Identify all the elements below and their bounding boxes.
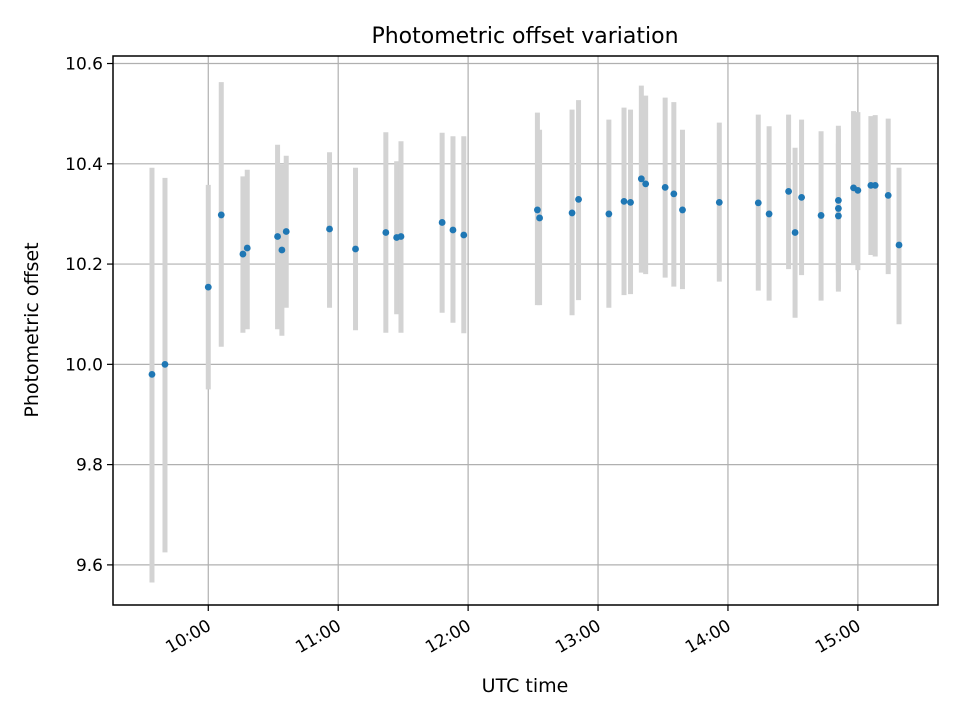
data-point	[438, 219, 446, 226]
data-point	[605, 210, 613, 218]
data-point	[661, 183, 669, 191]
x-tick-label: 14:00	[682, 616, 734, 658]
y-tick-label: 10.2	[65, 255, 103, 275]
data-point	[785, 187, 792, 195]
x-tick-label: 13:00	[552, 616, 604, 658]
data-point	[791, 229, 799, 236]
grid	[113, 56, 938, 605]
y-tick-label: 10.4	[65, 155, 103, 175]
plot-frame	[112, 55, 939, 606]
chart-title: Photometric offset variation	[371, 24, 678, 49]
x-axis-label: UTC time	[482, 675, 569, 697]
y-tick-label: 10.0	[65, 355, 103, 375]
data-point	[884, 191, 892, 199]
data-point	[895, 241, 903, 249]
data-point	[382, 229, 390, 236]
data-point	[854, 186, 862, 194]
data-point	[754, 199, 762, 207]
data-point	[817, 212, 825, 219]
data-point	[534, 206, 541, 214]
data-point	[627, 199, 634, 206]
data-point	[326, 225, 333, 233]
y-axis-label: Photometric offset	[21, 242, 43, 417]
y-tick-label: 9.8	[76, 456, 103, 476]
data-point	[449, 226, 457, 234]
data-point	[204, 283, 212, 291]
y-tick-label: 10.6	[65, 55, 103, 75]
data-point	[765, 210, 773, 218]
data-point	[834, 196, 842, 204]
data-points	[148, 175, 903, 378]
y-tick-label: 9.6	[76, 556, 103, 576]
x-tick-label: 12:00	[422, 616, 474, 658]
data-point	[536, 214, 543, 222]
data-point	[278, 246, 286, 254]
data-point	[670, 190, 678, 198]
data-point	[568, 209, 576, 217]
x-tick-label: 10:00	[162, 616, 214, 658]
data-point	[798, 193, 805, 201]
data-point	[871, 181, 879, 189]
data-point	[575, 195, 582, 203]
data-point	[243, 244, 251, 252]
data-point	[460, 231, 468, 239]
data-point	[148, 370, 156, 378]
data-point	[217, 211, 225, 219]
x-tick-label: 11:00	[292, 616, 344, 658]
data-point	[834, 205, 842, 212]
data-point	[397, 233, 405, 240]
data-point	[161, 360, 169, 368]
data-point	[679, 206, 686, 214]
data-point	[637, 175, 645, 183]
error-bars	[149, 82, 902, 583]
x-tick-label: 15:00	[812, 616, 864, 658]
data-point	[642, 180, 650, 188]
data-point	[282, 228, 290, 235]
data-point	[352, 245, 359, 253]
data-point	[274, 233, 281, 240]
data-point	[715, 199, 723, 206]
data-point	[834, 212, 842, 220]
data-point	[239, 250, 247, 258]
data-point	[620, 197, 628, 205]
